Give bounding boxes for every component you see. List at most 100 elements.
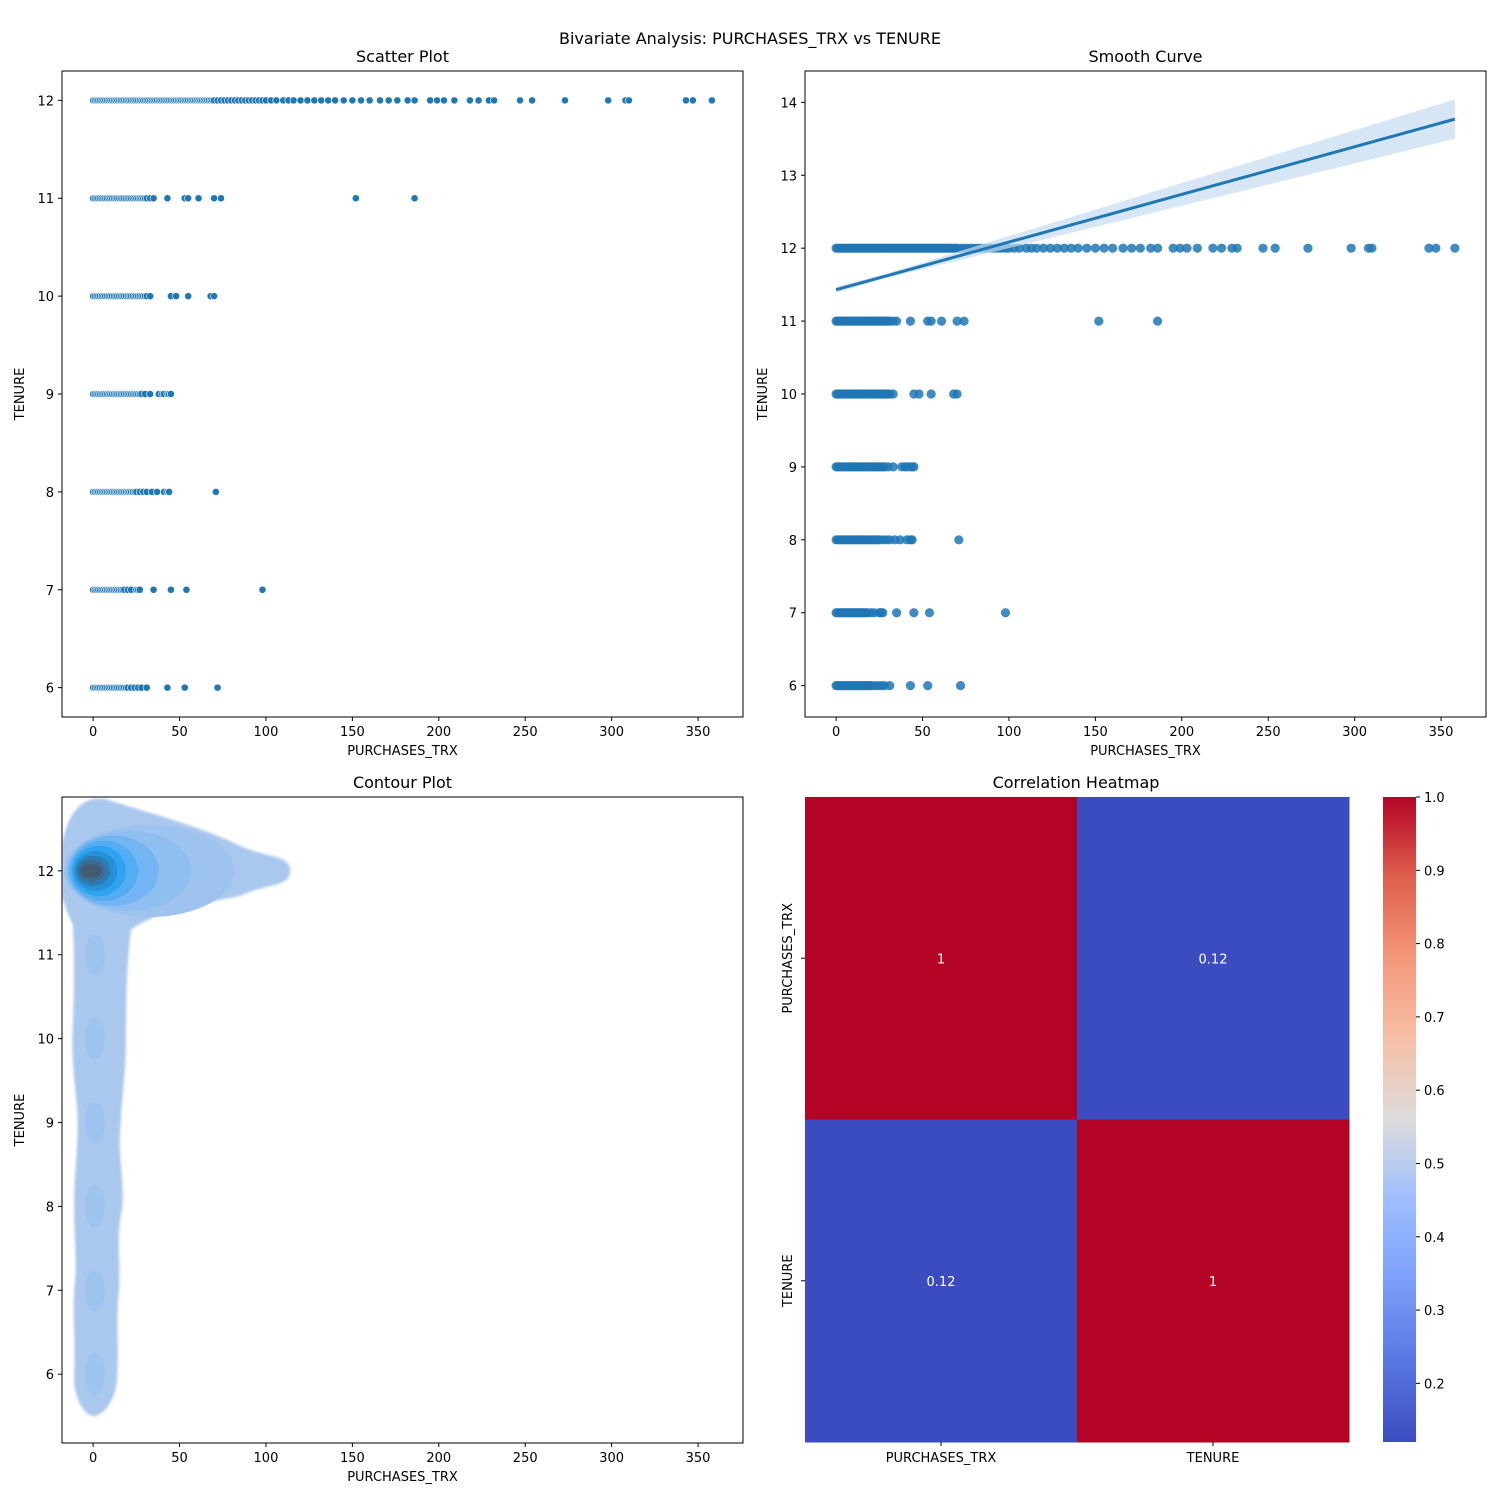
scatter-point [163,683,172,692]
y-tick-label: 8 [46,1200,54,1215]
scatter-point [339,96,348,105]
colorbar [1383,797,1416,1442]
scatter-point [180,683,189,692]
y-tick-label: 10 [37,1033,54,1048]
regression-point [905,316,916,326]
scatter-point [194,194,203,203]
regression-point [1082,243,1092,253]
scatter-point [135,585,144,594]
regression-point [952,316,962,326]
y-tick-label: 10 [780,388,797,403]
axes-frame [61,70,744,718]
scatter-point [324,96,333,105]
scatter-point [166,585,175,594]
regression-point [952,389,962,399]
y-tick-label: 11 [37,192,54,207]
scatter-point [351,194,360,203]
scatter-point [393,96,402,105]
regression-point [907,535,917,545]
y-tick-label: 6 [46,682,54,697]
y-tick-label: 14 [780,96,797,111]
scatter-point [376,96,384,105]
scatter-point [213,683,222,692]
x-tick-label: 100 [997,725,1022,740]
scatter-point [516,96,524,105]
regression-point [1000,608,1011,618]
regression-point [955,681,966,691]
regression-point [1052,243,1062,253]
scatter-point [210,194,219,203]
regression-point [1094,316,1104,326]
scatter-point [433,96,441,105]
scatter-point [410,194,419,203]
scatter-point [303,96,312,105]
scatter-point [357,96,365,105]
y-axis-label: TENURE [13,368,28,422]
regression-point [892,316,902,326]
x-tick-label: 250 [513,725,538,740]
scatter-point [163,194,172,203]
regression-point [895,535,905,545]
regression-point [1258,243,1268,253]
scatter-point [210,292,219,301]
y-tick-label: 8 [789,534,797,549]
x-tick-label: 100 [254,725,279,740]
regression-point [892,608,902,618]
regression-point [1232,243,1242,253]
regression-point [1032,243,1042,253]
contour-fill [62,798,291,1417]
scatter-point [289,96,298,105]
regression-point [888,462,898,472]
confidence-band [836,99,1455,293]
colorbar-tick-label: 0.8 [1424,938,1445,953]
scatter-point [184,292,193,301]
axes-frame [61,796,744,1444]
scatter-point [166,390,175,398]
x-tick-label: 0 [89,1451,97,1466]
scatter-point [182,585,191,594]
y-axis-label: TENURE [756,368,771,422]
x-tick-label: 50 [171,725,188,740]
panel-title: Smooth Curve [1088,47,1202,66]
contour-lobe [84,1353,106,1396]
x-tick-label: 150 [1083,725,1108,740]
regression-point [1135,243,1145,253]
y-tick-label: 7 [46,584,54,599]
scatter-point [217,194,225,203]
scatter-point [142,683,151,692]
x-axis-label: PURCHASES_TRX [347,1470,458,1485]
x-tick-label: 150 [340,1451,365,1466]
scatter-point [184,194,193,203]
scatter-point [707,96,716,105]
y-tick-label: 11 [780,315,797,330]
y-tick-label: 11 [37,949,54,964]
regression-point [909,608,919,618]
scatter-point [172,292,180,301]
regression-point [1192,243,1202,253]
contour-lobe [84,933,106,976]
regression-point [923,681,933,691]
regression-point [936,316,947,326]
scatter-point [528,96,537,105]
scatter-point [625,96,633,105]
correlation-heatmap-panel: 1 0.12 0.12 1 PURCHASES_TRX TENURE PURCHASES_T… [781,773,1445,1466]
scatter-point [466,96,474,105]
regression-point [1208,243,1218,253]
figure-suptitle: Bivariate Analysis: PURCHASES_TRX vs TEN… [559,29,941,49]
heatmap-cell [1077,797,1350,1120]
regression-point [885,681,895,691]
y-tick-label: 9 [789,461,797,476]
x-tick-label: 300 [1342,725,1367,740]
heatmap-cell [805,1119,1078,1443]
colorbar-tick-label: 0.6 [1424,1084,1445,1099]
y-tick-label: 6 [789,680,797,695]
regression-point [1367,243,1377,253]
regression-point [1146,243,1156,253]
y-tick-label: TENURE [781,1254,796,1308]
x-tick-label: 300 [599,725,624,740]
scatter-point [450,96,459,105]
regression-point [1118,243,1128,253]
heatmap-annotation: 0.12 [927,1275,956,1290]
scatter-point [688,96,697,105]
x-tick-label: 250 [513,1451,538,1466]
